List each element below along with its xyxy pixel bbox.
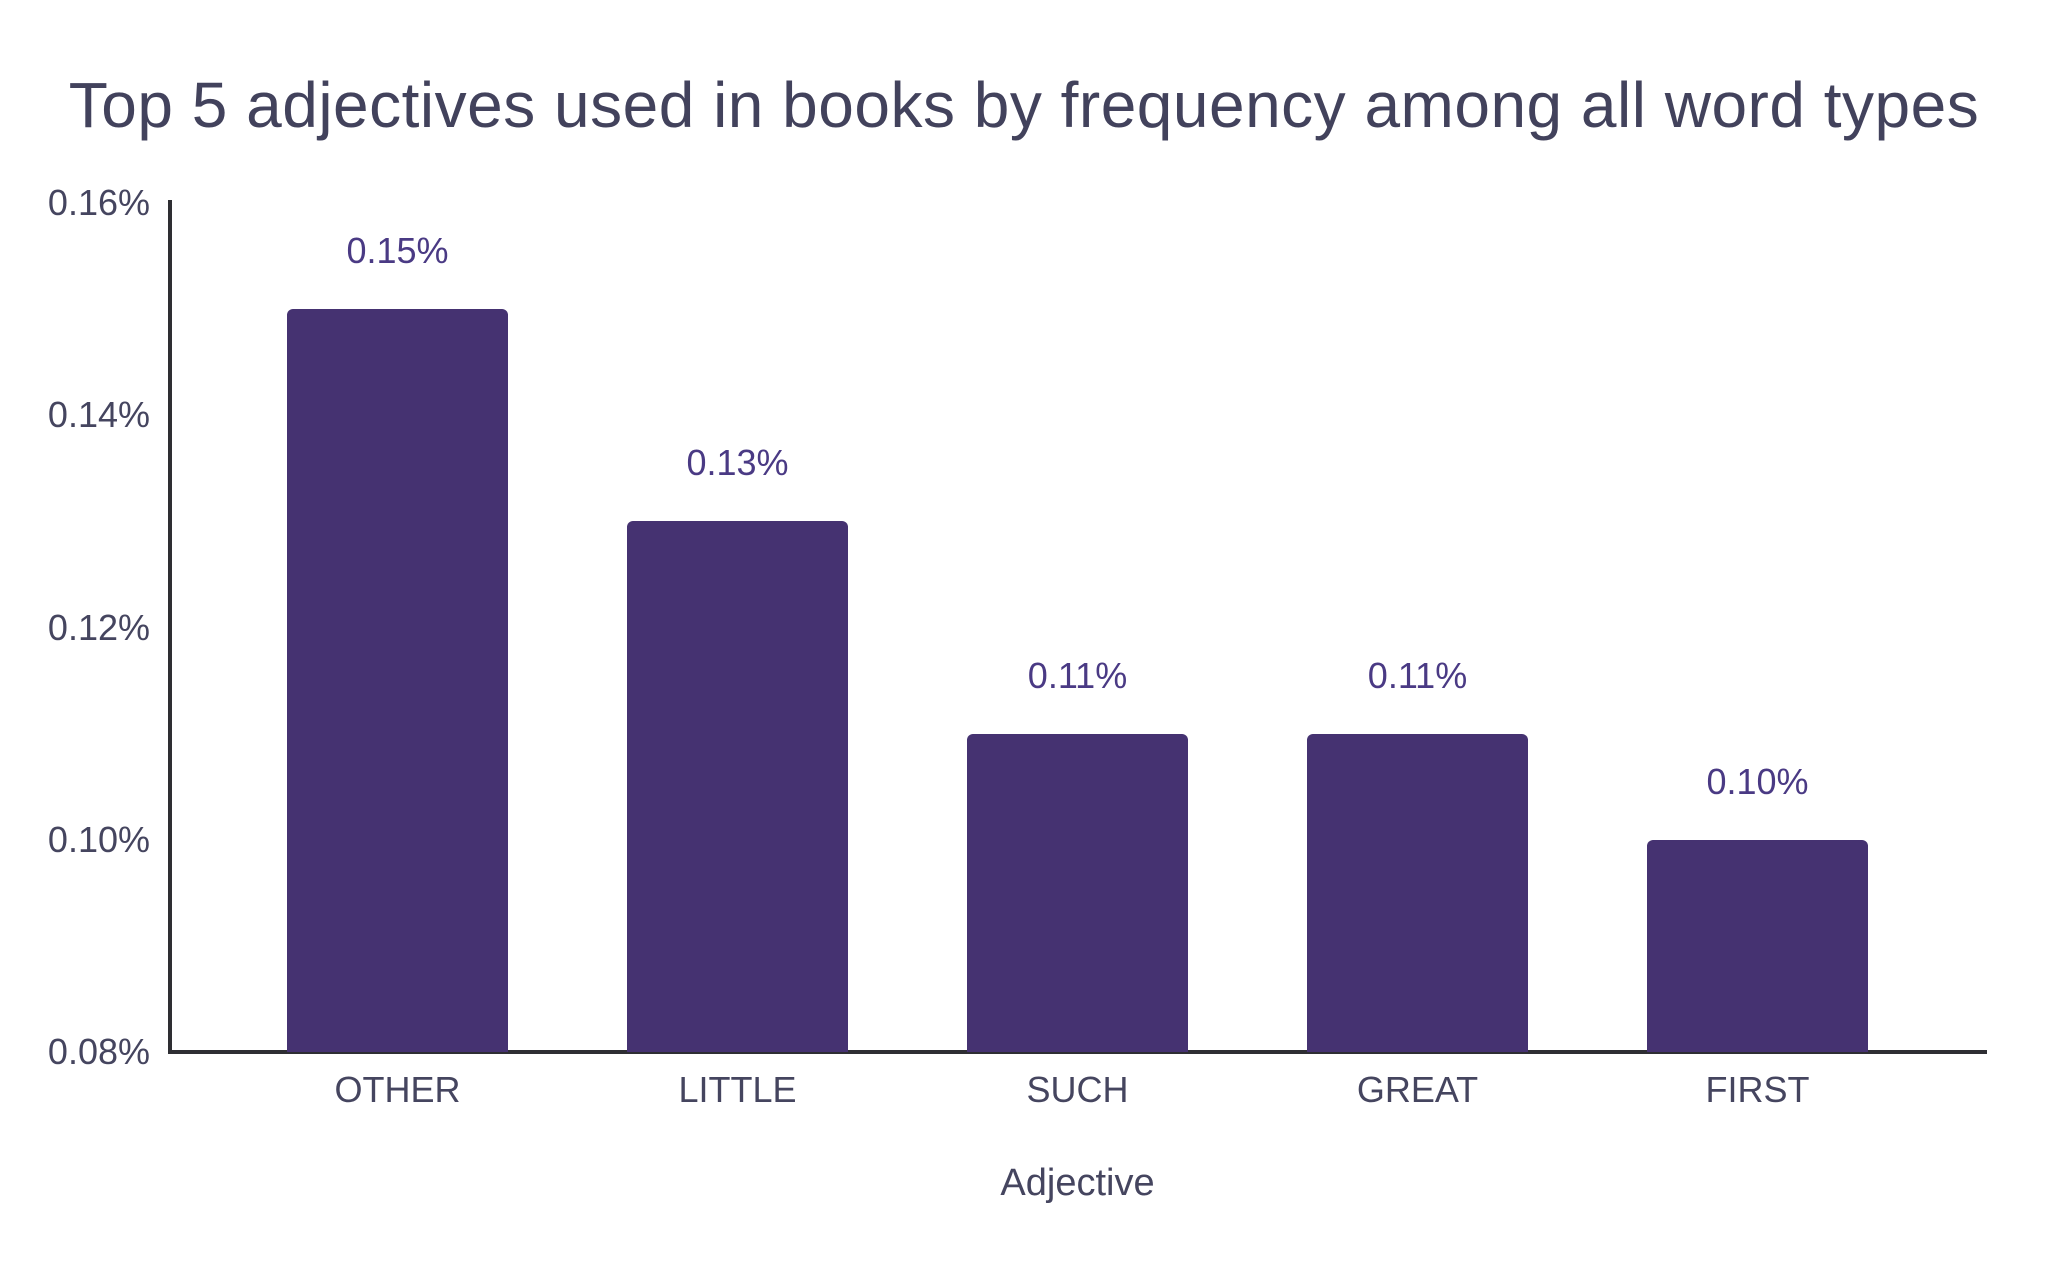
x-tick-label-great: GREAT [1356, 1069, 1479, 1110]
chart-title: Top 5 adjectives used in books by freque… [68, 69, 1980, 141]
y-tick-label: 0.12% [47, 606, 150, 648]
bar-value-label-first: 0.10% [1706, 760, 1809, 802]
bar-great [1307, 733, 1528, 1052]
bar-little [627, 521, 848, 1052]
x-tick-label-little: LITTLE [678, 1069, 797, 1110]
bar-value-label-little: 0.13% [686, 442, 789, 484]
x-tick-label-first: FIRST [1705, 1069, 1810, 1110]
x-tick-label-other: OTHER [334, 1069, 461, 1110]
y-tick-label: 0.14% [47, 394, 150, 436]
bar-value-label-such: 0.11% [1027, 654, 1128, 696]
y-axis-line [168, 200, 172, 1054]
bar-first [1647, 839, 1868, 1052]
bar-such [967, 733, 1188, 1052]
x-axis-line [168, 1050, 1987, 1054]
y-tick-label: 0.16% [47, 182, 150, 223]
x-tick-label-such: SUCH [1026, 1069, 1129, 1110]
bar-other [287, 309, 508, 1052]
bar-value-label-great: 0.11% [1367, 654, 1468, 696]
y-tick-label: 0.08% [47, 1031, 150, 1072]
x-axis-title: Adjective [1000, 1162, 1155, 1204]
bar-value-label-other: 0.15% [346, 230, 449, 272]
y-tick-label: 0.10% [47, 818, 150, 860]
